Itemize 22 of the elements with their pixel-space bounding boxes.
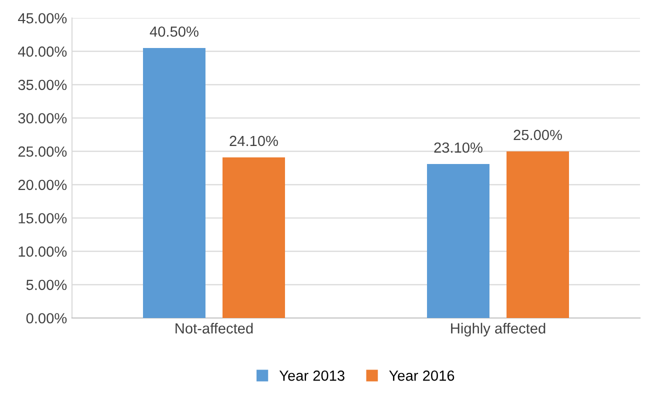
y-tick-label: 15.00% xyxy=(18,213,67,224)
bar xyxy=(506,151,569,318)
bar xyxy=(427,164,490,318)
y-tick-label: 40.00% xyxy=(18,46,67,57)
data-label: 25.00% xyxy=(514,130,562,140)
data-label: 40.50% xyxy=(150,26,198,37)
legend-label: Year 2016 xyxy=(389,370,454,381)
bar xyxy=(143,48,206,318)
y-tick-label: 0.00% xyxy=(26,313,67,324)
legend-label: Year 2013 xyxy=(279,370,344,381)
y-tick-label: 20.00% xyxy=(18,180,67,190)
y-tick-label: 30.00% xyxy=(18,113,67,124)
y-tick-label: 45.00% xyxy=(18,13,67,24)
x-tick-label: Highly affected xyxy=(451,322,546,336)
data-label: 23.10% xyxy=(434,142,482,153)
data-label: 24.10% xyxy=(230,136,278,146)
y-tick-label: 25.00% xyxy=(18,146,67,157)
y-tick-label: 35.00% xyxy=(18,80,67,90)
x-tick-label: Not-affected xyxy=(176,322,253,334)
y-tick-label: 5.00% xyxy=(26,280,67,290)
bar xyxy=(222,157,285,318)
y-tick-label: 10.00% xyxy=(18,246,67,257)
